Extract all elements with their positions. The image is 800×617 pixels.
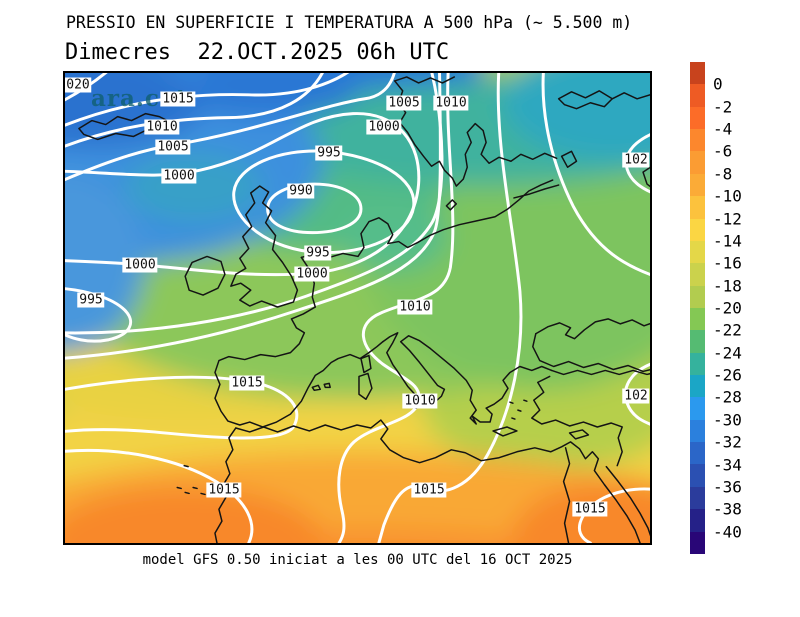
isobar-label: 995: [304, 245, 332, 261]
colorbar-segment: [690, 397, 705, 420]
isobar-label: 995: [315, 145, 343, 161]
colorbar-segment: [690, 375, 705, 398]
isobar-label: 1000: [366, 119, 402, 135]
colorbar-segment: [690, 352, 705, 376]
colorbar-segment: [690, 330, 705, 353]
colorbar-tick: -40: [713, 522, 742, 542]
colorbar-tick: -20: [713, 298, 742, 318]
colorbar-segment: [690, 486, 705, 510]
colorbar-tick: -2: [713, 97, 733, 117]
colorbar-segment: [690, 151, 705, 174]
isobar-label: 1000: [294, 266, 330, 282]
colorbar-tick: -26: [713, 365, 742, 385]
colorbar-segment: [690, 285, 705, 308]
weather-field-svg: [65, 73, 650, 543]
colorbar-tick: -12: [713, 209, 742, 229]
colorbar-gradient: [690, 62, 705, 554]
colorbar-tick: -38: [713, 499, 742, 519]
valid-datetime: Dimecres 22.OCT.2025 06h UTC: [65, 40, 450, 65]
colorbar-tick: -34: [713, 455, 742, 475]
colorbar-segment: [690, 129, 705, 152]
isobar-label: 1010: [397, 299, 433, 315]
isobar-label: 1000: [161, 168, 197, 184]
isobar-label: 1010: [433, 95, 469, 111]
colorbar-tick: -16: [713, 253, 742, 273]
isobar-label: 1015: [229, 375, 265, 391]
colorbar-tick: -18: [713, 276, 742, 296]
colorbar-segment: [690, 240, 705, 264]
isobar-label: 1005: [386, 95, 422, 111]
colorbar-tick: -22: [713, 320, 742, 340]
isobar-label: 1005: [155, 139, 191, 155]
colorbar-segment: [690, 442, 705, 465]
colorbar-tick: -10: [713, 186, 742, 206]
colorbar: 0 -2 -4 -6 -8 -10 -12 -14 -16 -18 -20 -22 -24 -26 -28 -…: [690, 62, 742, 554]
colorbar-segment: [690, 106, 705, 130]
map-canvas: ara.cat 020 1015 1010 1005 1000 1000 1005 1010 9…: [63, 71, 652, 545]
isobar-label: 102: [622, 152, 650, 168]
isobar-label: 1010: [402, 393, 438, 409]
colorbar-tick: -8: [713, 164, 733, 184]
colorbar-tick: -32: [713, 432, 742, 452]
isobar-label: 1015: [411, 482, 447, 498]
colorbar-segment: [690, 196, 705, 219]
colorbar-segment: [690, 218, 705, 241]
isobar-label: 990: [287, 183, 315, 199]
isobar-label: 1000: [122, 257, 158, 273]
colorbar-tick: -24: [713, 343, 742, 363]
colorbar-tick: -30: [713, 410, 742, 430]
colorbar-segment: [690, 464, 705, 487]
isobar-label: 995: [77, 292, 105, 308]
page-title: PRESSIO EN SUPERFICIE I TEMPERATURA A 50…: [66, 13, 633, 32]
colorbar-segment: [690, 531, 705, 554]
isobar-label: 102: [622, 388, 650, 404]
colorbar-segment: [690, 307, 705, 331]
isobar-label: 020: [65, 77, 92, 93]
colorbar-segment: [690, 263, 705, 286]
colorbar-tick: -6: [713, 141, 733, 161]
colorbar-segment: [690, 84, 705, 107]
colorbar-segment: [690, 62, 705, 85]
isobar-label: 1010: [144, 119, 180, 135]
model-run-caption: model GFS 0.50 iniciat a les 00 UTC del …: [142, 552, 573, 568]
colorbar-tick: 0: [713, 74, 723, 94]
colorbar-segment: [690, 419, 705, 443]
colorbar-segment: [690, 509, 705, 532]
isobar-label: 1015: [206, 482, 242, 498]
isobar-label: 1015: [160, 91, 196, 107]
temperature-field: [65, 73, 650, 543]
colorbar-tick: -36: [713, 477, 742, 497]
colorbar-tick: -14: [713, 231, 742, 251]
colorbar-tick: -4: [713, 119, 733, 139]
colorbar-segment: [690, 173, 705, 197]
isobar-label: 1015: [572, 501, 608, 517]
colorbar-tick: -28: [713, 387, 742, 407]
